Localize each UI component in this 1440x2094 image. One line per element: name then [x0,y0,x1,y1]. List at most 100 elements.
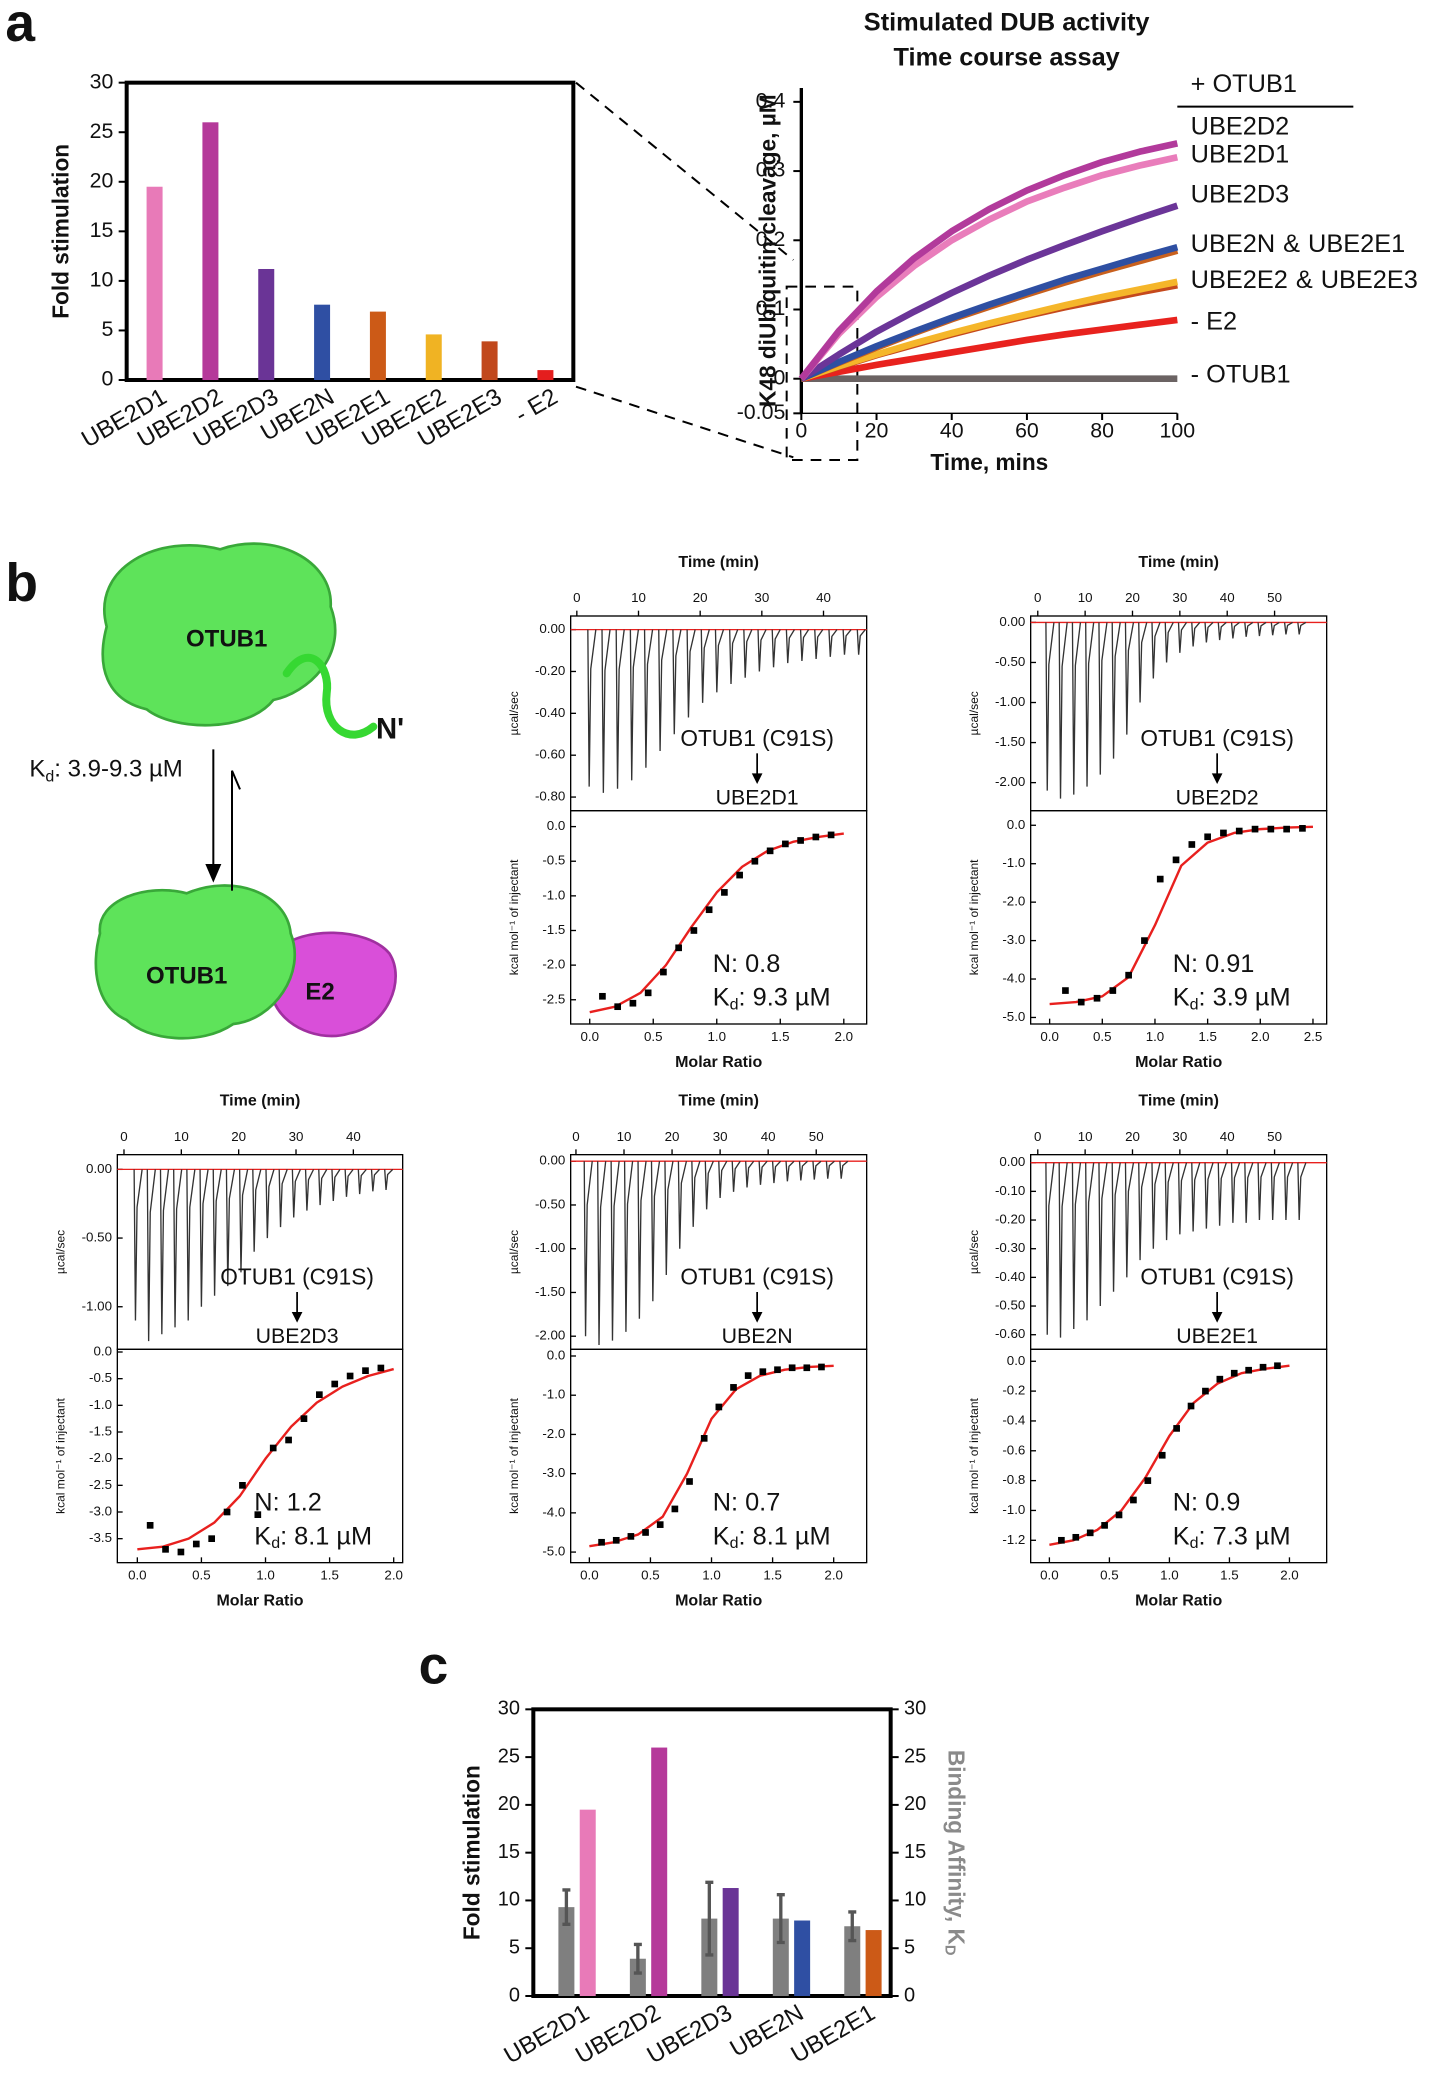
x-tick-label: 50 [1267,1129,1282,1144]
legend-separator: & [1296,266,1313,294]
injection-peak [731,1160,741,1192]
injection-peak [1244,1162,1254,1223]
injection-peak [825,1160,835,1179]
injection-peak [1230,621,1240,639]
injection-peak [1124,1162,1135,1278]
x-tick-label: 2.0 [824,1568,843,1583]
x-tick-label: 10 [617,1129,632,1144]
bar [425,334,442,380]
data-point [1245,1366,1252,1374]
x-tick-label: 1.0 [702,1568,721,1583]
legend-label: UBE2D1 [1191,141,1290,169]
data-point [612,1536,620,1544]
kd-label: Kd: 3.9 µM [1173,983,1291,1013]
y-tick-label: -2.0 [1002,894,1025,909]
data-point [285,1436,292,1444]
y-tick-label: 0.00 [999,1154,1025,1169]
annotation-arrowhead [1211,1312,1223,1323]
bar [701,1918,718,1996]
injection-peak [1138,622,1148,703]
injection-peak [1111,622,1121,759]
injection-peak [133,1169,143,1321]
fit-curve [137,1367,395,1551]
y-tick-label: 20 [90,168,114,192]
x-axis-label: Molar Ratio [675,1593,762,1610]
bar [481,341,498,380]
y-tick-label: -0.5 [542,853,565,868]
binding-frame [570,809,868,1025]
y-tick-label: -0.30 [995,1240,1025,1255]
injection-peak [1283,621,1293,635]
y-tick-label: -4.0 [542,1504,565,1519]
y-tick-label: -0.4 [1002,1412,1026,1427]
data-point [239,1482,246,1489]
y-tick-label: -0.20 [995,1212,1025,1227]
injection-peak [686,629,696,718]
injection-peak [757,629,767,672]
injection-peak [1085,1162,1095,1321]
injection-peak [704,1160,714,1210]
data-point [192,1540,200,1548]
x-tick-label: 0.0 [580,1568,599,1583]
x-tick-label: 50 [1267,590,1282,605]
y-tick-label: -1.2 [1002,1532,1025,1547]
data-point [827,831,835,839]
injection-peak [785,1160,795,1182]
data-point [1109,987,1117,994]
bar [146,186,163,380]
injection-peak [1071,622,1082,795]
injection-peak [691,1161,701,1227]
ligand-label: UBE2D1 [716,785,799,809]
y-tick-label: -3.0 [1002,932,1025,947]
x-tick-label: 1.5 [1220,1568,1239,1583]
ligand-label: UBE2D2 [1176,785,1259,809]
injection-peak [238,1169,249,1273]
bar [558,1907,575,1996]
bar [794,1920,811,1996]
data-point [598,1538,605,1546]
injection-peak [1283,1162,1294,1221]
error-bar [776,1893,785,1945]
data-point [751,857,759,865]
injection-peak [1257,1162,1267,1221]
y2-tick-label: 20 [904,1793,926,1815]
kd-symbol: K [1173,1522,1190,1550]
y-tick-label: 5 [509,1937,520,1959]
injection-peak [212,1169,222,1296]
data-point [690,927,698,934]
x-tick-label: 0 [1034,590,1041,605]
injection-peak [1257,621,1267,637]
x-tick-label: 30 [1172,590,1187,605]
y-axis-label: µcal/sec [507,1230,521,1274]
y-tick-label: -1.0 [89,1397,112,1412]
kd-subscript: d [730,1535,739,1552]
legend-label: - E2 [1191,307,1237,335]
data-point [162,1546,169,1553]
injection-peak [384,1168,394,1191]
data-point [812,833,820,841]
x-tick-label: 1.5 [771,1029,790,1044]
y-tick-label: -2.0 [89,1450,112,1465]
x-tick-label: 100 [1160,419,1196,443]
data-point [759,1368,767,1376]
kd-label: Kd: 8.1 µM [254,1522,372,1552]
injection-peak [1058,1162,1068,1338]
y2-tick-label: 5 [904,1937,915,1959]
y-axis-label: kcal mol⁻¹ of injectant [967,1397,981,1513]
x-tick-label: 10 [1078,590,1093,605]
y-tick-label: -0.60 [995,1326,1025,1341]
data-point [1172,856,1180,864]
y-tick-label: -2.0 [542,957,565,972]
data-point [1251,825,1259,833]
x-tick-label: 20 [1125,1129,1140,1144]
x-tick-label: 1.0 [256,1568,275,1583]
bar [722,1888,739,1996]
chart-subtitle: Time course assay [894,43,1120,71]
y-tick-label: -0.40 [535,705,565,720]
protein-label: OTUB1 [146,963,227,990]
x-tick-label: 2.0 [1280,1568,1299,1583]
data-point [803,1364,811,1372]
injection-peak [771,629,781,668]
